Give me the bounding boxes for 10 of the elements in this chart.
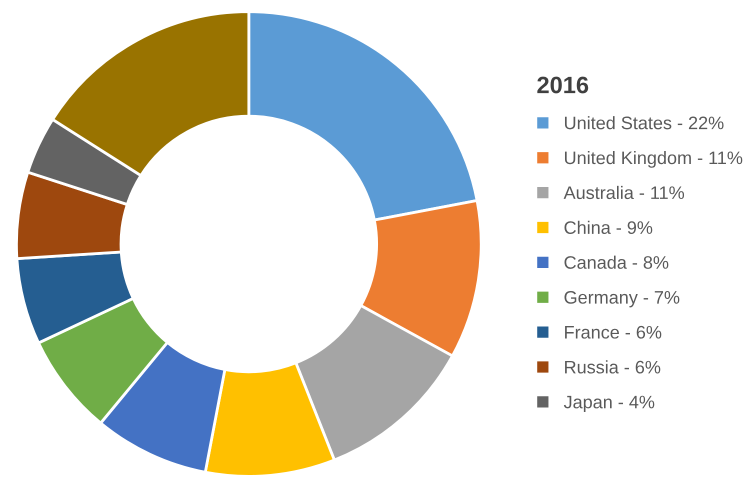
legend-label: United Kingdom - 11% <box>564 150 742 168</box>
legend-label: Russia - 6% <box>565 360 660 374</box>
legend-label: China - 9% <box>564 220 652 234</box>
legend-label: Australia - 11% <box>564 186 684 200</box>
legend-label: United States - 22% <box>564 116 724 130</box>
legend-label: Germany - 7% <box>564 290 680 308</box>
legend-label: Canada - 8% <box>564 256 668 269</box>
legend-title: 2016 <box>537 76 588 94</box>
legend-label: France - 6% <box>565 326 662 339</box>
legend-label: Japan - 4% <box>564 396 654 412</box>
